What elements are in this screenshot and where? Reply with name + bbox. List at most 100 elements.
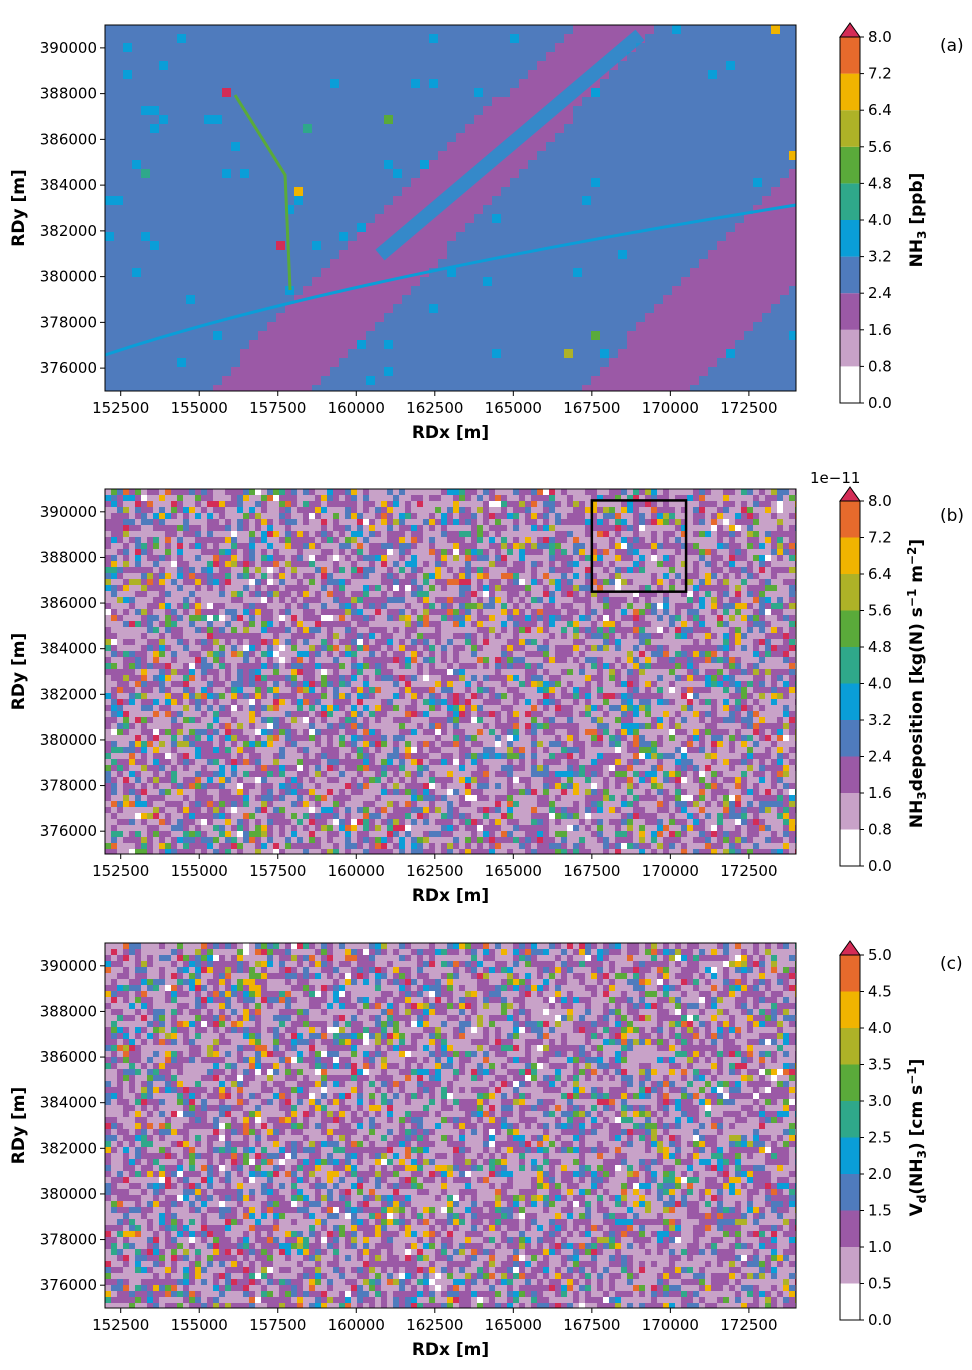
colorbar-tick-label: 4.0: [868, 1019, 892, 1037]
colorbar-tick-label: 0.0: [868, 857, 892, 875]
colorbar-segment: [840, 110, 860, 147]
y-tick-label: 382000: [40, 1139, 97, 1157]
panel-label-a: (a): [940, 36, 964, 56]
colorbar-tick-label: 0.8: [868, 357, 892, 375]
colorbar-label: NH3deposition [kg(N) s−1 m−2]: [905, 539, 929, 828]
colorbar-tick-label: 7.2: [868, 529, 892, 547]
y-tick-label: 376000: [40, 359, 97, 377]
x-tick-label: 167500: [563, 1316, 620, 1334]
colorbar-segment: [840, 501, 860, 538]
colorbar-tick-label: 2.4: [868, 748, 892, 766]
y-axis-label: RDy [m]: [9, 169, 29, 246]
x-tick-label: 170000: [642, 1316, 699, 1334]
x-tick-label: 165000: [485, 399, 542, 417]
y-tick-label: 378000: [40, 777, 97, 795]
colorbar-segment: [840, 720, 860, 757]
colorbar-segment: [840, 574, 860, 611]
colorbar-tick-label: 5.6: [868, 138, 892, 156]
y-tick-label: 376000: [40, 1276, 97, 1294]
panel-label-c: (c): [940, 954, 963, 974]
x-tick-label: 167500: [563, 862, 620, 880]
colorbar-segment: [840, 293, 860, 330]
colorbar-segment: [840, 955, 860, 992]
panel-b: 152500 155000 157500 160000 162500 165000 1675…: [9, 469, 929, 906]
colorbar-tick-label: 3.5: [868, 1056, 892, 1074]
colorbar-tick-label: 7.2: [868, 65, 892, 83]
colorbar-tick-label: 1.0: [868, 1238, 892, 1256]
panel-c: 152500 155000 157500 160000 162500 165000 1675…: [9, 940, 929, 1360]
colorbar-extend-arrow: [839, 940, 861, 956]
x-axis-label: RDx [m]: [412, 1340, 489, 1360]
x-tick-label: 155000: [171, 862, 228, 880]
colorbar-segment: [840, 366, 860, 403]
colorbar-tick-label: 3.0: [868, 1092, 892, 1110]
y-tick-label: 376000: [40, 822, 97, 840]
colorbar-segment: [840, 610, 860, 647]
map-field: [105, 943, 796, 1308]
x-tick-label: 172500: [720, 399, 777, 417]
colorbar-tick-label: 1.6: [868, 321, 892, 339]
colorbar-tick-label: 6.4: [868, 101, 892, 119]
x-tick-label: 160000: [328, 1316, 385, 1334]
x-tick-label: 165000: [485, 862, 542, 880]
y-tick-label: 378000: [40, 1231, 97, 1249]
colorbar-extend-arrow: [839, 22, 861, 38]
colorbar-tick-label: 3.2: [868, 248, 892, 266]
map-field: [105, 25, 796, 391]
x-tick-label: 157500: [249, 1316, 306, 1334]
colorbar-tick-label: 2.0: [868, 1165, 892, 1183]
colorbar-segment: [840, 793, 860, 830]
y-tick-label: 388000: [40, 548, 97, 566]
colorbar-tick-label: 4.5: [868, 983, 892, 1001]
colorbar-segment: [840, 1137, 860, 1174]
y-axis-label: RDy [m]: [9, 633, 29, 710]
colorbar-tick-label: 2.4: [868, 284, 892, 302]
y-tick-label: 378000: [40, 313, 97, 331]
y-tick-label: 382000: [40, 222, 97, 240]
y-tick-label: 390000: [40, 957, 97, 975]
x-tick-label: 157500: [249, 399, 306, 417]
colorbar-segment: [840, 537, 860, 574]
x-tick-label: 170000: [642, 862, 699, 880]
x-tick-label: 155000: [171, 1316, 228, 1334]
road-streak: [233, 94, 292, 291]
x-tick-label: 172500: [720, 862, 777, 880]
y-tick-label: 386000: [40, 1048, 97, 1066]
colorbar-segment: [840, 991, 860, 1028]
colorbar-tick-label: 6.4: [868, 565, 892, 583]
colorbar-tick-label: 3.2: [868, 711, 892, 729]
colorbar: 0.0 0.5 1.0 1.5 2.0 2.5 3.0 3.5 4.0 4.5 5.0 Vd(NH3)…: [839, 940, 929, 1329]
x-tick-label: 172500: [720, 1316, 777, 1334]
colorbar-tick-label: 8.0: [868, 28, 892, 46]
colorbar-tick-label: 4.0: [868, 675, 892, 693]
y-tick-label: 384000: [40, 1094, 97, 1112]
colorbar-tick-label: 8.0: [868, 492, 892, 510]
colorbar-segment: [840, 220, 860, 257]
colorbar-tick-label: 0.5: [868, 1275, 892, 1293]
colorbar-label: Vd(NH3) [cm s−1]: [905, 1059, 929, 1217]
colorbar-segment: [840, 37, 860, 74]
colorbar-segment: [840, 1101, 860, 1138]
y-tick-label: 382000: [40, 685, 97, 703]
y-tick-label: 380000: [40, 268, 97, 286]
colorbar-segment: [840, 1064, 860, 1101]
y-tick-label: 388000: [40, 1002, 97, 1020]
colorbar-segment: [840, 1210, 860, 1247]
colorbar-segment: [840, 683, 860, 720]
colorbar-tick-label: 1.5: [868, 1202, 892, 1220]
x-axis-label: RDx [m]: [412, 423, 489, 443]
road-streak: [104, 203, 797, 357]
x-tick-label: 152500: [92, 1316, 149, 1334]
y-tick-label: 390000: [40, 39, 97, 57]
y-tick-label: 388000: [40, 85, 97, 103]
map-field: [105, 489, 796, 854]
y-tick-label: 380000: [40, 1185, 97, 1203]
x-tick-label: 157500: [249, 862, 306, 880]
x-tick-label: 162500: [406, 1316, 463, 1334]
colorbar-segment: [840, 146, 860, 184]
axes-frame: [104, 942, 797, 1309]
x-tick-label: 167500: [563, 399, 620, 417]
y-tick-label: 384000: [40, 176, 97, 194]
colorbar-segment: [840, 1174, 860, 1211]
